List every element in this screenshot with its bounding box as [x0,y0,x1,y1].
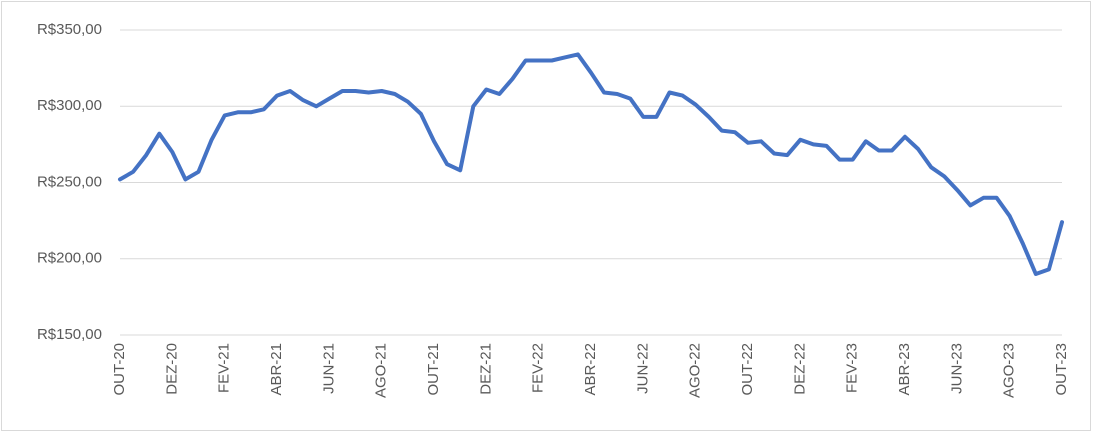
x-tick-label: ABR-21 [268,343,285,396]
y-tick-label: R$300,00 [37,97,102,114]
x-tick-label: JUN-21 [320,343,337,394]
x-tick-label: FEV-22 [530,343,547,393]
x-tick-label: DEZ-20 [163,343,180,395]
x-tick-label: OUT-23 [1053,343,1070,396]
x-tick-label: ABR-22 [582,343,599,396]
x-tick-label: FEV-23 [844,343,861,393]
x-tick-label: OUT-22 [739,343,756,396]
x-tick-label: AGO-21 [373,343,390,398]
x-tick-label: DEZ-22 [791,343,808,395]
y-tick-label: R$350,00 [37,21,102,38]
x-tick-label: AGO-22 [687,343,704,398]
x-tick-label: AGO-23 [1001,343,1018,398]
y-tick-label: R$250,00 [37,173,102,190]
x-tick-label: OUT-21 [425,343,442,396]
x-tick-label: JUN-23 [948,343,965,394]
x-tick-label: FEV-21 [216,343,233,393]
x-tick-label: DEZ-21 [477,343,494,395]
line-series [118,52,1064,276]
x-tick-label: OUT-20 [111,343,128,396]
y-tick-label: R$150,00 [37,326,102,343]
x-tick-label: ABR-23 [896,343,913,396]
x-tick-label: JUN-22 [634,343,651,394]
y-tick-label: R$200,00 [37,250,102,267]
